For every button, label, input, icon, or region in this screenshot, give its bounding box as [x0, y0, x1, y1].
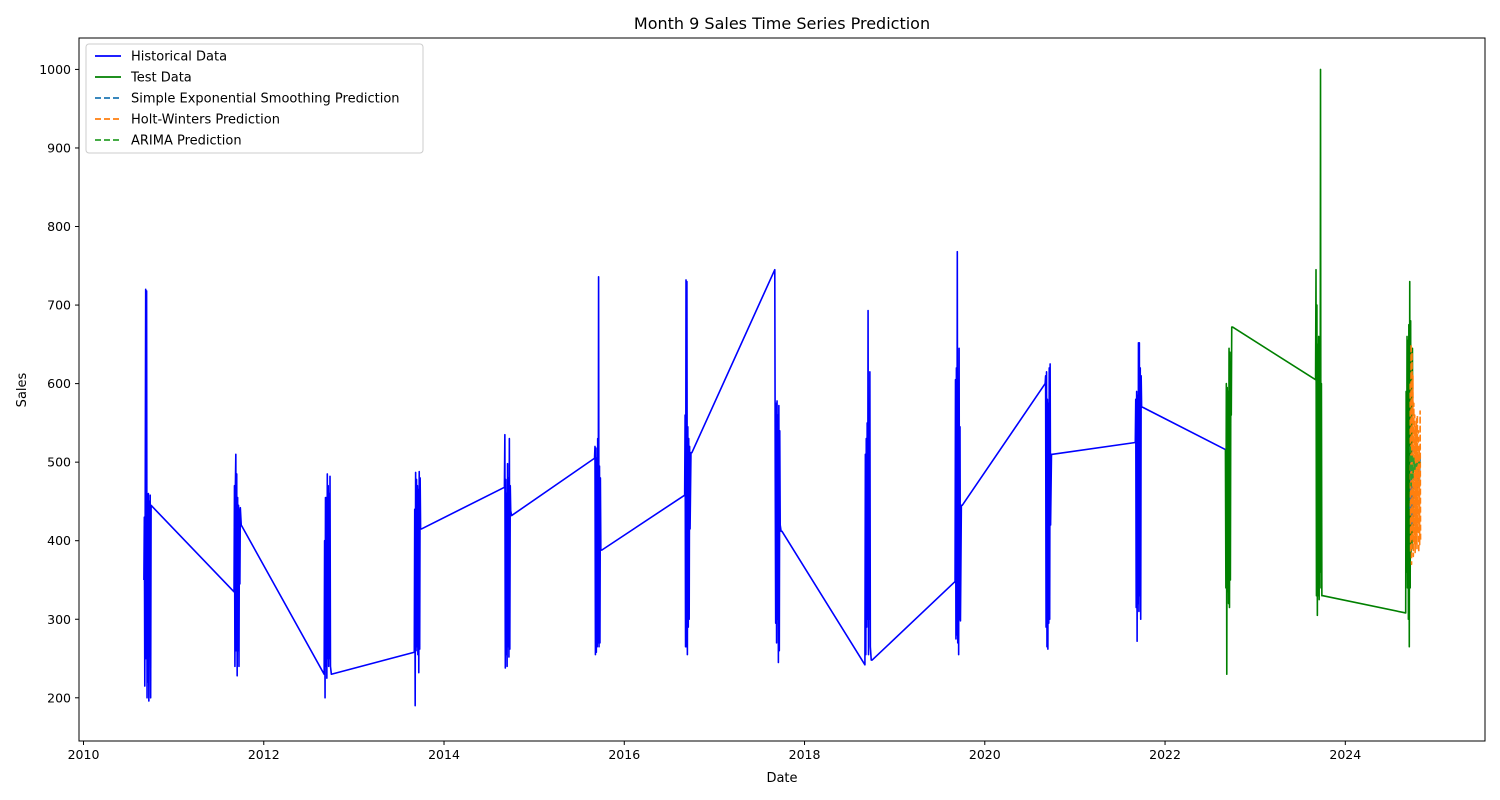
x-axis-label: Date	[766, 771, 797, 786]
y-tick-label: 500	[47, 455, 71, 470]
y-axis-label: Sales	[15, 372, 30, 407]
legend-label-2: Simple Exponential Smoothing Prediction	[131, 92, 400, 107]
x-tick-label: 2016	[608, 747, 640, 762]
x-tick-label: 2012	[248, 747, 280, 762]
y-tick-label: 300	[47, 612, 71, 627]
series-line-3	[1409, 343, 1422, 566]
y-tick-label: 900	[47, 140, 71, 155]
x-tick-label: 2022	[1149, 747, 1181, 762]
x-tick-label: 2020	[969, 747, 1001, 762]
legend-label-0: Historical Data	[131, 50, 227, 65]
series-layer	[143, 68, 1422, 707]
plot-frame	[78, 37, 1486, 742]
series-line-0	[143, 250, 1226, 707]
x-tick-label: 2014	[428, 747, 460, 762]
y-tick-label: 200	[47, 690, 71, 705]
series-line-4	[1409, 446, 1421, 487]
x-tick-label: 2010	[68, 747, 100, 762]
x-tick-label: 2024	[1329, 747, 1361, 762]
y-tick-label: 400	[47, 533, 71, 548]
legend: Historical Data Test Data Simple Exponenti…	[85, 43, 424, 154]
y-axis: 200 300 400 500 600 700 800 900 1000	[39, 62, 79, 705]
y-tick-label: 600	[47, 376, 71, 391]
legend-label-1: Test Data	[130, 71, 192, 86]
y-tick-label: 700	[47, 298, 71, 313]
series-line-1	[1224, 68, 1414, 676]
y-tick-label: 800	[47, 219, 71, 234]
legend-label-4: ARIMA Prediction	[131, 134, 242, 149]
legend-label-3: Holt-Winters Prediction	[131, 113, 280, 128]
chart-title: Month 9 Sales Time Series Prediction	[634, 14, 930, 33]
x-tick-label: 2018	[789, 747, 821, 762]
legend-box	[85, 43, 424, 154]
x-axis: 2010 2012 2014 2016 2018 2020 2022 2024	[68, 741, 1361, 762]
y-tick-label: 1000	[39, 62, 71, 77]
